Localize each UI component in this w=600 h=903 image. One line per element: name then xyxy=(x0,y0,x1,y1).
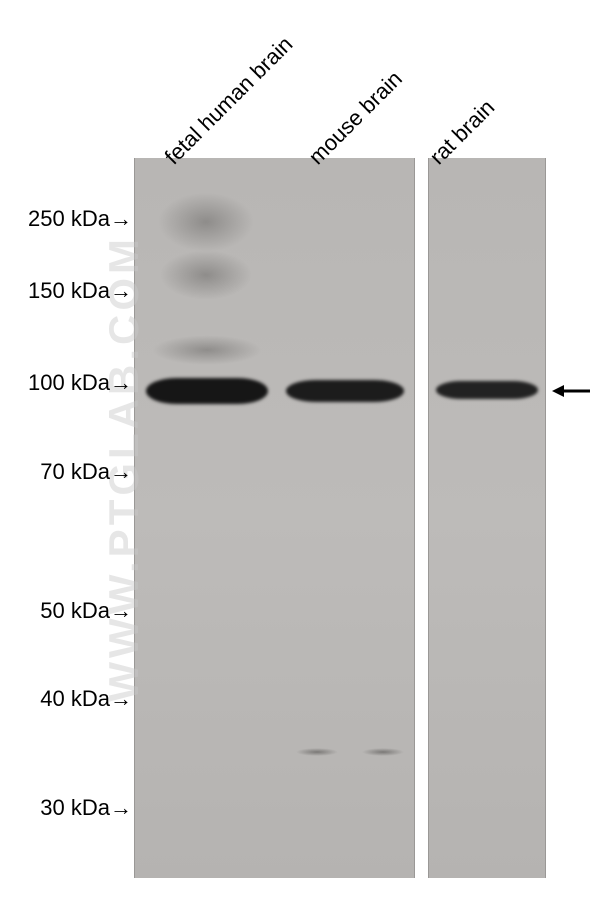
mw-marker-100: 100 kDa→ xyxy=(28,370,132,396)
mw-marker-30: 30 kDa→ xyxy=(40,795,132,821)
mw-marker-150: 150 kDa→ xyxy=(28,278,132,304)
mw-marker-50: 50 kDa→ xyxy=(40,598,132,624)
faint-band xyxy=(296,748,338,756)
band-lane-1 xyxy=(146,378,268,404)
membrane-panel-2 xyxy=(428,158,546,878)
smear-region xyxy=(158,192,254,252)
lane-label-2: mouse brain xyxy=(304,66,408,170)
smear-region xyxy=(152,335,262,365)
band-lane-3 xyxy=(436,381,538,399)
faint-band xyxy=(362,748,404,756)
western-blot-figure: WWW.PTGLAB.COM fetal human brain mouse b… xyxy=(0,0,600,903)
band-arrow-icon xyxy=(552,381,592,401)
mw-marker-250: 250 kDa→ xyxy=(28,206,132,232)
lane-label-1: fetal human brain xyxy=(160,31,299,170)
mw-marker-70: 70 kDa→ xyxy=(40,459,132,485)
band-lane-2 xyxy=(286,380,404,402)
mw-marker-40: 40 kDa→ xyxy=(40,686,132,712)
smear-region xyxy=(160,250,252,300)
